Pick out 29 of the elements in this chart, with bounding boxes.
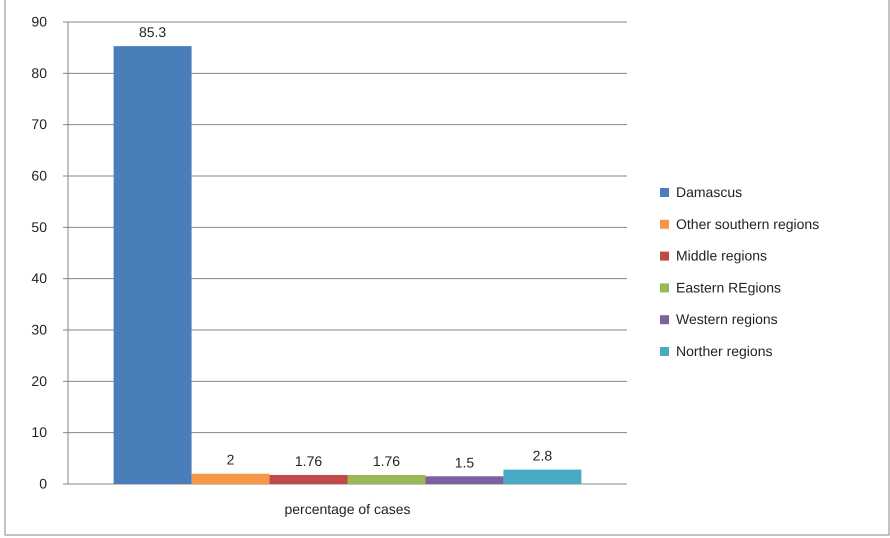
y-tick-label: 90 [31, 13, 48, 30]
data-label: 2 [226, 452, 235, 468]
y-tick-label: 80 [31, 64, 48, 81]
y-tick-label: 70 [31, 116, 48, 132]
x-tick-label: percentage of cases [284, 500, 411, 517]
y-tick-label: 0 [39, 475, 48, 492]
data-label: 1.76 [372, 452, 400, 469]
data-label: 2.8 [532, 448, 552, 464]
data-label: 1.76 [294, 452, 322, 469]
bar [503, 470, 582, 484]
bar [425, 476, 504, 484]
y-tick-label: 20 [31, 372, 48, 389]
bar [348, 474, 426, 484]
y-tick-label: 50 [31, 218, 48, 235]
y-tick-label: 10 [31, 424, 48, 440]
legend-label: Middle regions [676, 248, 768, 264]
legend-label: Western regions [676, 311, 778, 328]
legend-label: Eastern REgions [676, 279, 782, 296]
data-label: 1.5 [454, 454, 474, 470]
legend-label: Other southern regions [676, 216, 820, 232]
y-tick-label: 40 [31, 270, 48, 286]
bar [192, 474, 270, 484]
y-tick-label: 60 [31, 167, 48, 184]
legend-label: Norther regions [676, 343, 772, 359]
bar [114, 46, 192, 484]
y-tick-label: 30 [31, 321, 48, 338]
data-label: 85.3 [138, 24, 166, 40]
bar [270, 474, 348, 484]
legend-label: Damascus [676, 184, 742, 200]
